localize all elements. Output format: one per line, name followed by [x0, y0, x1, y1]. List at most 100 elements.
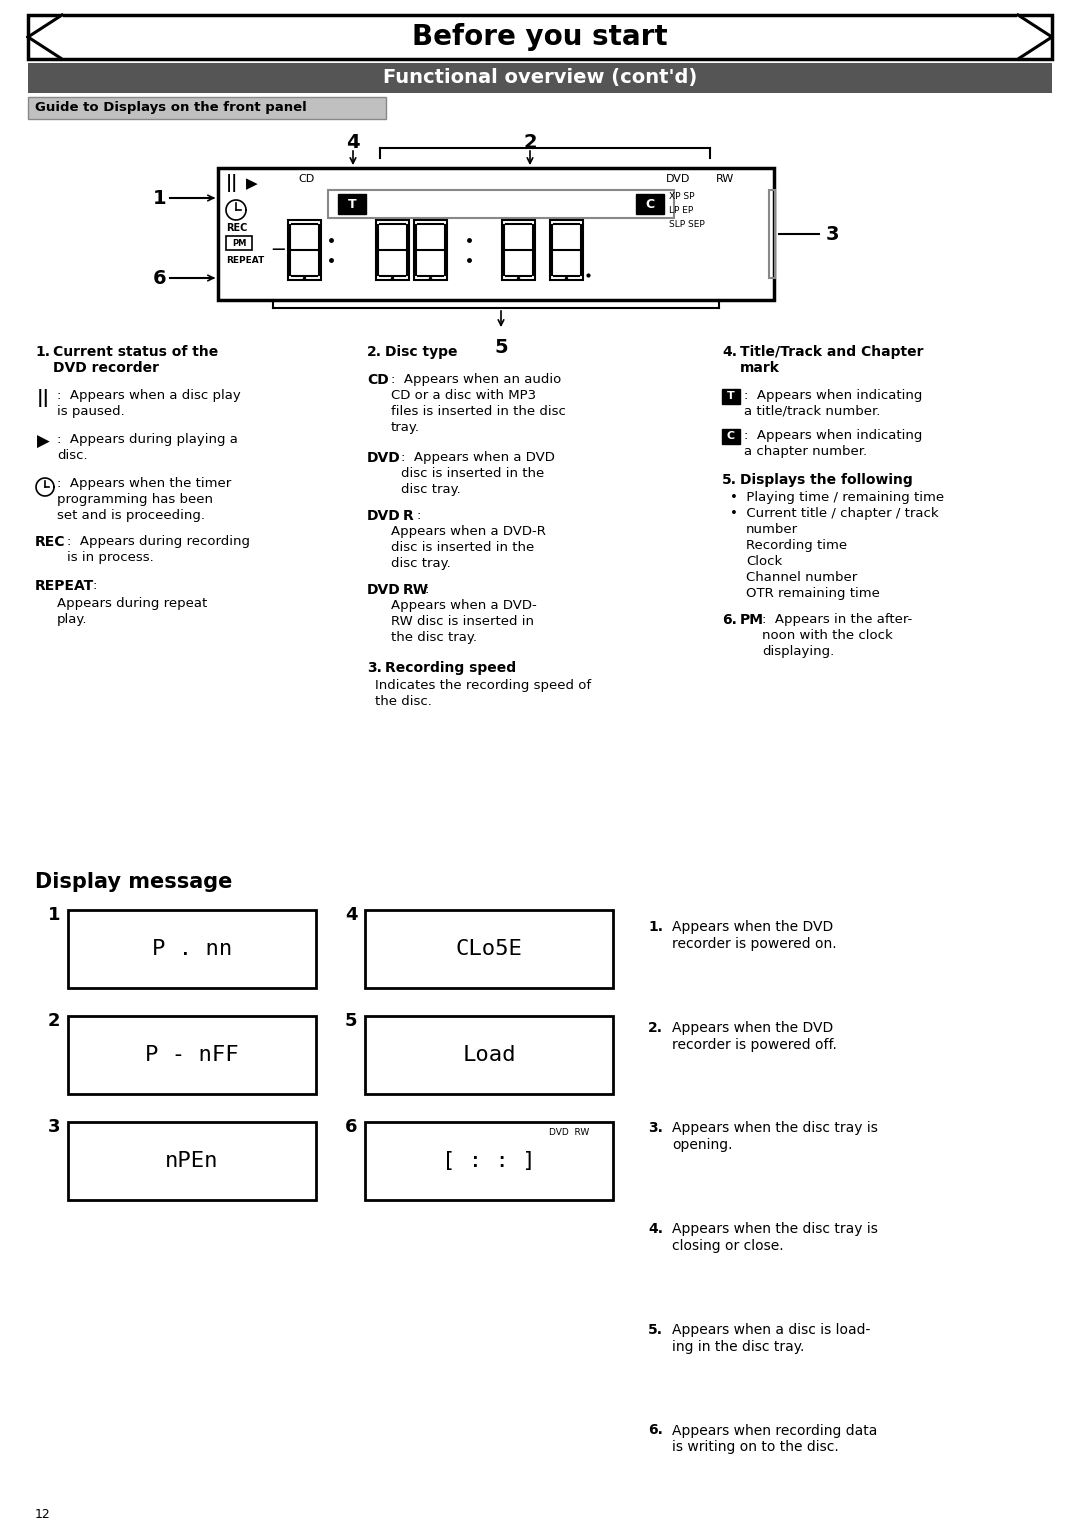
Text: 1.: 1. — [648, 920, 663, 934]
Text: T: T — [727, 391, 734, 401]
Bar — [550, 220, 583, 279]
Text: 1: 1 — [152, 189, 166, 208]
Text: DVD: DVD — [666, 174, 690, 185]
Text: ▶: ▶ — [246, 175, 258, 191]
Bar — [723, 389, 740, 404]
Text: PM: PM — [232, 238, 246, 247]
Bar — [365, 1122, 613, 1199]
Text: :: : — [93, 578, 97, 592]
Text: :  Appears in the after-: : Appears in the after- — [762, 613, 913, 626]
Text: 3.: 3. — [367, 661, 382, 674]
Text: disc tray.: disc tray. — [401, 484, 461, 496]
Text: 5.: 5. — [723, 473, 737, 487]
Text: the disc tray.: the disc tray. — [391, 630, 477, 644]
Text: LP EP: LP EP — [669, 206, 693, 215]
Text: ||: || — [37, 389, 50, 407]
Bar — [414, 220, 447, 279]
Text: P - nFF: P - nFF — [145, 1045, 239, 1065]
Text: C: C — [727, 430, 735, 441]
Bar — [68, 1122, 316, 1199]
Bar — [376, 220, 409, 279]
Text: [ : : ]: [ : : ] — [442, 1151, 536, 1170]
Text: 4: 4 — [347, 133, 360, 153]
Text: Appears when the disc tray is: Appears when the disc tray is — [672, 1222, 878, 1236]
Bar — [328, 191, 674, 218]
Text: OTR remaining time: OTR remaining time — [746, 588, 880, 600]
Text: :  Appears when a DVD: : Appears when a DVD — [401, 452, 555, 464]
Text: 5: 5 — [495, 337, 508, 357]
Text: Load: Load — [462, 1045, 516, 1065]
Text: Recording time: Recording time — [746, 539, 847, 552]
Text: recorder is powered on.: recorder is powered on. — [672, 937, 837, 951]
Text: the disc.: the disc. — [375, 694, 432, 708]
Text: Appears when the DVD: Appears when the DVD — [672, 1021, 834, 1035]
Text: 4: 4 — [345, 906, 357, 925]
Text: is writing on to the disc.: is writing on to the disc. — [672, 1441, 839, 1454]
Text: :  Appears during playing a: : Appears during playing a — [57, 433, 238, 446]
Text: Title/Track and Chapter: Title/Track and Chapter — [740, 345, 923, 359]
Text: RW disc is inserted in: RW disc is inserted in — [391, 615, 534, 629]
Text: CD: CD — [367, 372, 389, 388]
Text: P . nn: P . nn — [152, 938, 232, 958]
Text: Functional overview (cont'd): Functional overview (cont'd) — [383, 69, 697, 87]
Bar — [28, 15, 1052, 60]
Text: 4.: 4. — [648, 1222, 663, 1236]
Text: DVD: DVD — [367, 583, 401, 597]
Text: programming has been: programming has been — [57, 493, 213, 507]
Text: 5: 5 — [345, 1012, 357, 1030]
Text: Clock: Clock — [746, 555, 782, 568]
Text: a title/track number.: a title/track number. — [744, 404, 880, 418]
Text: 2.: 2. — [367, 345, 382, 359]
Text: :  Appears when indicating: : Appears when indicating — [744, 429, 922, 443]
Text: disc.: disc. — [57, 449, 87, 462]
Bar — [218, 168, 774, 301]
Text: recorder is powered off.: recorder is powered off. — [672, 1038, 837, 1051]
Text: 6.: 6. — [648, 1424, 663, 1437]
Bar — [28, 63, 1052, 93]
Text: 6: 6 — [152, 269, 166, 287]
Text: 6.: 6. — [723, 613, 737, 627]
Bar — [723, 429, 740, 444]
Bar — [338, 194, 366, 214]
Text: CLo5E: CLo5E — [456, 938, 523, 958]
Polygon shape — [1018, 15, 1052, 60]
Text: Indicates the recording speed of: Indicates the recording speed of — [375, 679, 591, 691]
Text: number: number — [746, 523, 798, 536]
Text: closing or close.: closing or close. — [672, 1239, 784, 1253]
Bar — [28, 98, 386, 119]
Text: Displays the following: Displays the following — [740, 473, 913, 487]
Text: Recording speed: Recording speed — [384, 661, 516, 674]
Bar — [636, 194, 664, 214]
Text: T: T — [348, 197, 356, 211]
Text: PM: PM — [740, 613, 764, 627]
Text: 3.: 3. — [648, 1122, 663, 1135]
Text: REC: REC — [35, 536, 66, 549]
Text: •  Current title / chapter / track: • Current title / chapter / track — [730, 507, 939, 520]
Text: Appears when the DVD: Appears when the DVD — [672, 920, 834, 934]
Text: CD or a disc with MP3: CD or a disc with MP3 — [391, 389, 536, 401]
Text: CD: CD — [298, 174, 314, 185]
Text: 3: 3 — [48, 1119, 60, 1135]
Text: RW: RW — [716, 174, 734, 185]
Text: set and is proceeding.: set and is proceeding. — [57, 510, 205, 522]
Bar — [68, 1016, 316, 1094]
Text: :  Appears when the timer: : Appears when the timer — [57, 478, 231, 490]
Text: 2: 2 — [523, 133, 537, 153]
Text: 1.: 1. — [35, 345, 50, 359]
Text: ing in the disc tray.: ing in the disc tray. — [672, 1340, 805, 1354]
Text: :: : — [426, 583, 430, 597]
Text: R: R — [403, 510, 414, 523]
Text: opening.: opening. — [672, 1138, 732, 1152]
Text: 2: 2 — [48, 1012, 60, 1030]
Text: disc tray.: disc tray. — [391, 557, 450, 571]
Text: Channel number: Channel number — [746, 571, 858, 584]
Text: Guide to Displays on the front panel: Guide to Displays on the front panel — [35, 102, 307, 114]
Text: C: C — [646, 197, 654, 211]
Text: •  Playing time / remaining time: • Playing time / remaining time — [730, 491, 944, 504]
Polygon shape — [28, 15, 62, 60]
Text: 1: 1 — [48, 906, 60, 925]
Text: 6: 6 — [345, 1119, 357, 1135]
Text: ─: ─ — [272, 241, 284, 259]
Text: DVD: DVD — [367, 510, 401, 523]
Text: :: : — [417, 510, 421, 522]
